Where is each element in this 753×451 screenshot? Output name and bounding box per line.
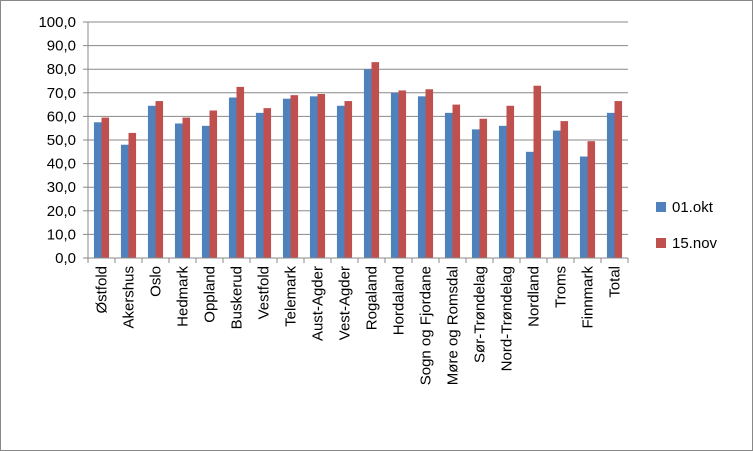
bar <box>498 125 507 258</box>
bar <box>282 98 291 258</box>
bar <box>147 105 156 258</box>
legend-label: 15.nov <box>672 235 718 252</box>
bar <box>417 96 426 258</box>
bar <box>336 105 345 258</box>
bar <box>201 125 210 258</box>
legend-label: 01.okt <box>672 199 714 216</box>
bar <box>506 105 515 258</box>
bar <box>290 95 299 258</box>
bar <box>263 108 272 258</box>
bar <box>398 90 407 258</box>
bar <box>390 92 399 258</box>
x-tick-label: Nordland <box>526 266 543 327</box>
bar <box>182 117 191 258</box>
y-tick-label: 80,0 <box>47 61 76 78</box>
bar <box>128 132 137 258</box>
y-tick-label: 100,0 <box>38 14 76 31</box>
bar <box>101 117 110 258</box>
bar <box>371 62 380 259</box>
bar <box>579 156 588 258</box>
x-tick-label: Troms <box>553 266 570 308</box>
bar <box>155 101 164 258</box>
x-tick-label: Oppland <box>202 266 219 323</box>
y-tick-label: 70,0 <box>47 85 76 102</box>
x-tick-label: Sogn og Fjordane <box>418 266 435 385</box>
bar <box>444 112 453 258</box>
x-tick-label: Møre og Romsdal <box>445 266 462 385</box>
legend-swatch <box>656 202 666 212</box>
x-tick-label: Oslo <box>148 266 165 297</box>
x-tick-label: Sør-Trøndelag <box>472 266 489 363</box>
bar <box>471 129 480 258</box>
bar <box>209 110 218 258</box>
x-tick-label: Østfold <box>94 266 111 314</box>
bar <box>425 89 434 258</box>
bar <box>255 112 264 258</box>
x-tick-label: Buskerud <box>229 266 246 329</box>
x-tick-label: Vest-Agder <box>337 266 354 340</box>
x-tick-label: Telemark <box>283 266 300 327</box>
bar <box>120 144 129 258</box>
bar <box>309 96 318 258</box>
bar <box>452 104 461 258</box>
bar <box>344 101 353 258</box>
bar <box>533 85 542 258</box>
x-tick-label: Nord-Trøndelag <box>499 266 516 371</box>
bar <box>560 121 569 259</box>
bar <box>363 69 372 258</box>
y-tick-label: 50,0 <box>47 132 76 149</box>
y-tick-label: 90,0 <box>47 38 76 55</box>
y-tick-label: 0,0 <box>55 250 76 267</box>
y-tick-label: 40,0 <box>47 156 76 173</box>
y-tick-label: 30,0 <box>47 179 76 196</box>
x-tick-label: Vestfold <box>256 266 273 319</box>
legend-swatch <box>656 238 666 248</box>
bar <box>525 151 534 258</box>
bar <box>174 123 183 258</box>
x-tick-label: Total <box>607 266 624 298</box>
bar <box>317 93 326 258</box>
bar <box>93 122 102 258</box>
x-tick-label: Aust-Agder <box>310 266 327 341</box>
bar <box>552 130 561 258</box>
x-tick-label: Hordaland <box>391 266 408 335</box>
bar <box>236 86 245 259</box>
bar <box>587 141 596 258</box>
bar <box>228 97 237 259</box>
x-tick-label: Finnmark <box>580 266 597 329</box>
x-tick-label: Hedmark <box>175 266 192 327</box>
bar <box>479 118 488 258</box>
y-tick-label: 20,0 <box>47 203 76 220</box>
bar <box>606 112 615 258</box>
y-tick-label: 60,0 <box>47 108 76 125</box>
bar <box>614 101 623 258</box>
y-tick-label: 10,0 <box>47 226 76 243</box>
x-tick-label: Akershus <box>121 266 138 329</box>
x-tick-label: Rogaland <box>364 266 381 330</box>
